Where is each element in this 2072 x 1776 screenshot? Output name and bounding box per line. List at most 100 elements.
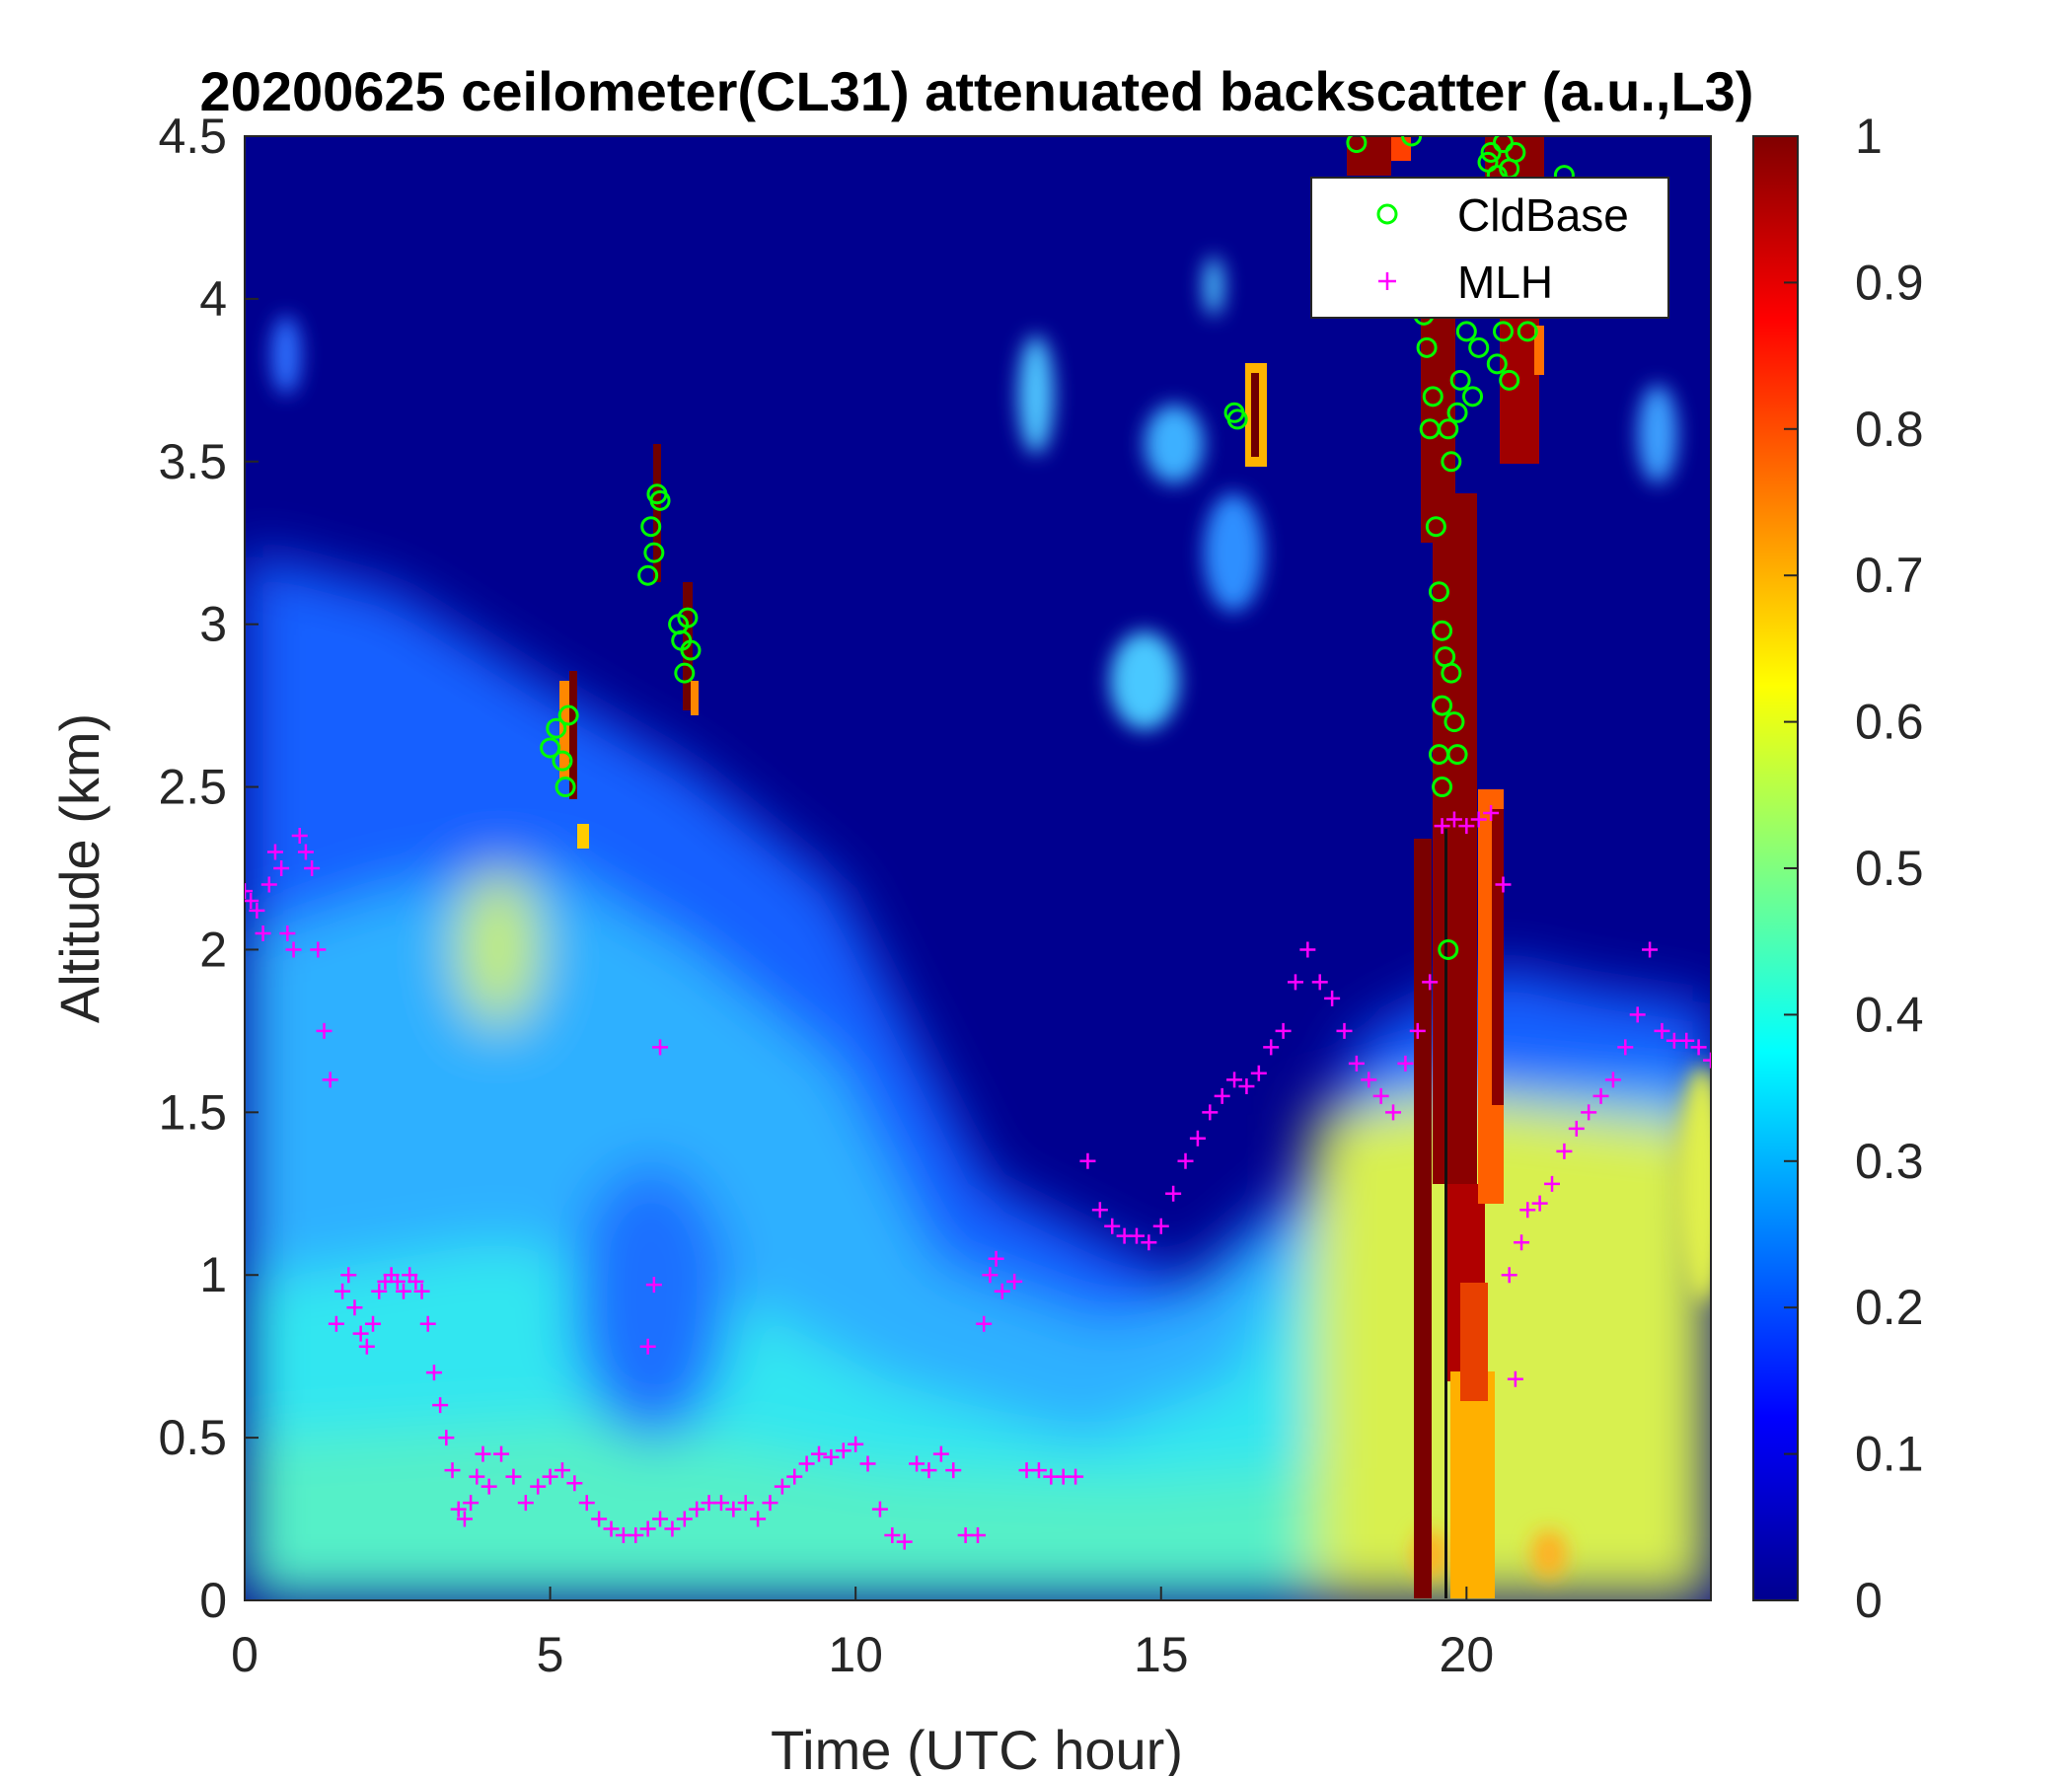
y-tick-label: 2	[199, 922, 227, 977]
mlh-point	[1189, 1130, 1206, 1147]
mlh-point	[988, 1250, 1004, 1267]
backscatter-heatmap	[245, 136, 1711, 1600]
mlh-point	[413, 1283, 430, 1299]
cldbase-point	[640, 516, 662, 538]
mlh-point	[1654, 1022, 1670, 1039]
mlh-point	[395, 1283, 411, 1299]
mlh-point	[750, 1511, 767, 1527]
mlh-point	[297, 844, 314, 860]
mlh-point	[689, 1501, 705, 1517]
mlh-point	[285, 941, 302, 958]
mlh-point	[786, 1468, 803, 1485]
y-tick-label: 4	[199, 271, 227, 327]
mlh-point	[823, 1448, 840, 1465]
mlh-point	[1629, 1006, 1646, 1023]
mlh-point	[1263, 1039, 1280, 1056]
mlh-point	[1250, 1065, 1267, 1081]
mlh-point	[1104, 1218, 1121, 1234]
cldbase-point	[1346, 136, 1368, 154]
mlh-point	[1617, 1039, 1634, 1056]
mlh-point	[249, 902, 265, 919]
legend-mlh-marker	[1378, 272, 1396, 290]
mlh-point	[1275, 1022, 1292, 1039]
cldbase-point	[1505, 141, 1526, 163]
mlh-point	[566, 1475, 583, 1492]
mlh-point	[1445, 811, 1462, 828]
cldbase-point	[1401, 136, 1423, 147]
plot-area-border	[244, 135, 1712, 1601]
mlh-point	[322, 1072, 338, 1088]
mlh-point	[358, 1338, 375, 1355]
mlh-point	[1581, 1104, 1597, 1121]
cldbase-point	[680, 639, 702, 661]
mlh-point	[1604, 1072, 1621, 1088]
x-axis: 0 5 10 15 20	[231, 1587, 1494, 1682]
mlh-point	[1299, 941, 1316, 958]
mlh-point	[1128, 1227, 1145, 1244]
mlh-point	[1690, 1039, 1707, 1056]
mlh-point	[1079, 1152, 1096, 1169]
mlh-point	[1409, 1022, 1426, 1039]
cldbase-point	[1446, 402, 1468, 423]
cldbase-point	[637, 564, 659, 586]
mlh-point	[444, 1462, 461, 1479]
mlh-point	[352, 1325, 369, 1342]
cldbase-point	[1438, 938, 1459, 960]
mlh-point	[945, 1462, 962, 1479]
cldbase-point	[1226, 408, 1248, 430]
mlh-point	[340, 1267, 357, 1284]
mlh-point	[1703, 1052, 1711, 1069]
mlh-point	[1434, 818, 1450, 835]
cldbase-point	[1499, 369, 1520, 391]
mlh-point	[798, 1455, 815, 1472]
mlh-point	[982, 1267, 999, 1284]
mlh-point	[1501, 1267, 1517, 1284]
x-tick-label: 20	[1440, 1627, 1495, 1682]
mlh-point	[438, 1430, 455, 1446]
mlh-point	[896, 1533, 913, 1550]
mlh-point	[425, 1365, 442, 1381]
y-tick-label: 0.5	[158, 1410, 227, 1465]
cldbase-point	[1432, 695, 1453, 716]
colorbar-tick-label: 0	[1855, 1573, 1883, 1628]
legend-cldbase-label: CldBase	[1457, 189, 1629, 241]
mlh-point	[835, 1443, 851, 1459]
cldbase-point	[1443, 711, 1465, 733]
mlh-point	[737, 1495, 754, 1512]
mlh-point	[1483, 804, 1500, 821]
colorbar-tick-label: 0.4	[1855, 987, 1924, 1042]
mlh-point	[365, 1315, 382, 1332]
mlh-point	[909, 1455, 925, 1472]
mlh-point	[255, 925, 271, 941]
mlh-point	[1372, 1087, 1389, 1104]
colorbar-tick-label: 0.6	[1855, 695, 1924, 750]
legend: CldBase MLH	[1310, 177, 1669, 319]
mlh-point	[676, 1511, 693, 1527]
y-tick-label: 0	[199, 1573, 227, 1628]
cldbase-point	[1492, 321, 1514, 342]
cldbase-point	[1462, 386, 1484, 407]
colorbar: 0 0.1 0.2 0.3 0.4 0.5 0.6 0.7 0.8 0.9 1	[1752, 109, 1924, 1628]
mlh-point	[871, 1501, 888, 1517]
cldbase-point	[1438, 418, 1459, 440]
cldbase-point	[1486, 353, 1508, 375]
mlh-point	[291, 828, 308, 845]
mlh-point	[475, 1445, 491, 1462]
mlh-point	[1519, 1202, 1536, 1219]
mlh-point	[725, 1501, 742, 1517]
colorbar-tick-label: 1	[1855, 109, 1883, 164]
mlh-point	[1348, 1055, 1365, 1072]
mlh-point	[1495, 876, 1512, 893]
y-axis-label: Altitude (km)	[48, 713, 111, 1023]
mlh-point	[371, 1283, 388, 1299]
mlh-point	[1238, 1077, 1255, 1094]
mlh-point	[932, 1445, 949, 1462]
mlh-point	[1458, 818, 1475, 835]
mlh-point	[1006, 1273, 1023, 1290]
legend-mlh-label: MLH	[1457, 257, 1553, 308]
x-tick-label: 5	[537, 1627, 564, 1682]
cldbase-point	[1446, 744, 1468, 766]
mlh-point	[1544, 1175, 1561, 1192]
x-tick-label: 10	[828, 1627, 883, 1682]
mlh-point	[346, 1299, 363, 1316]
